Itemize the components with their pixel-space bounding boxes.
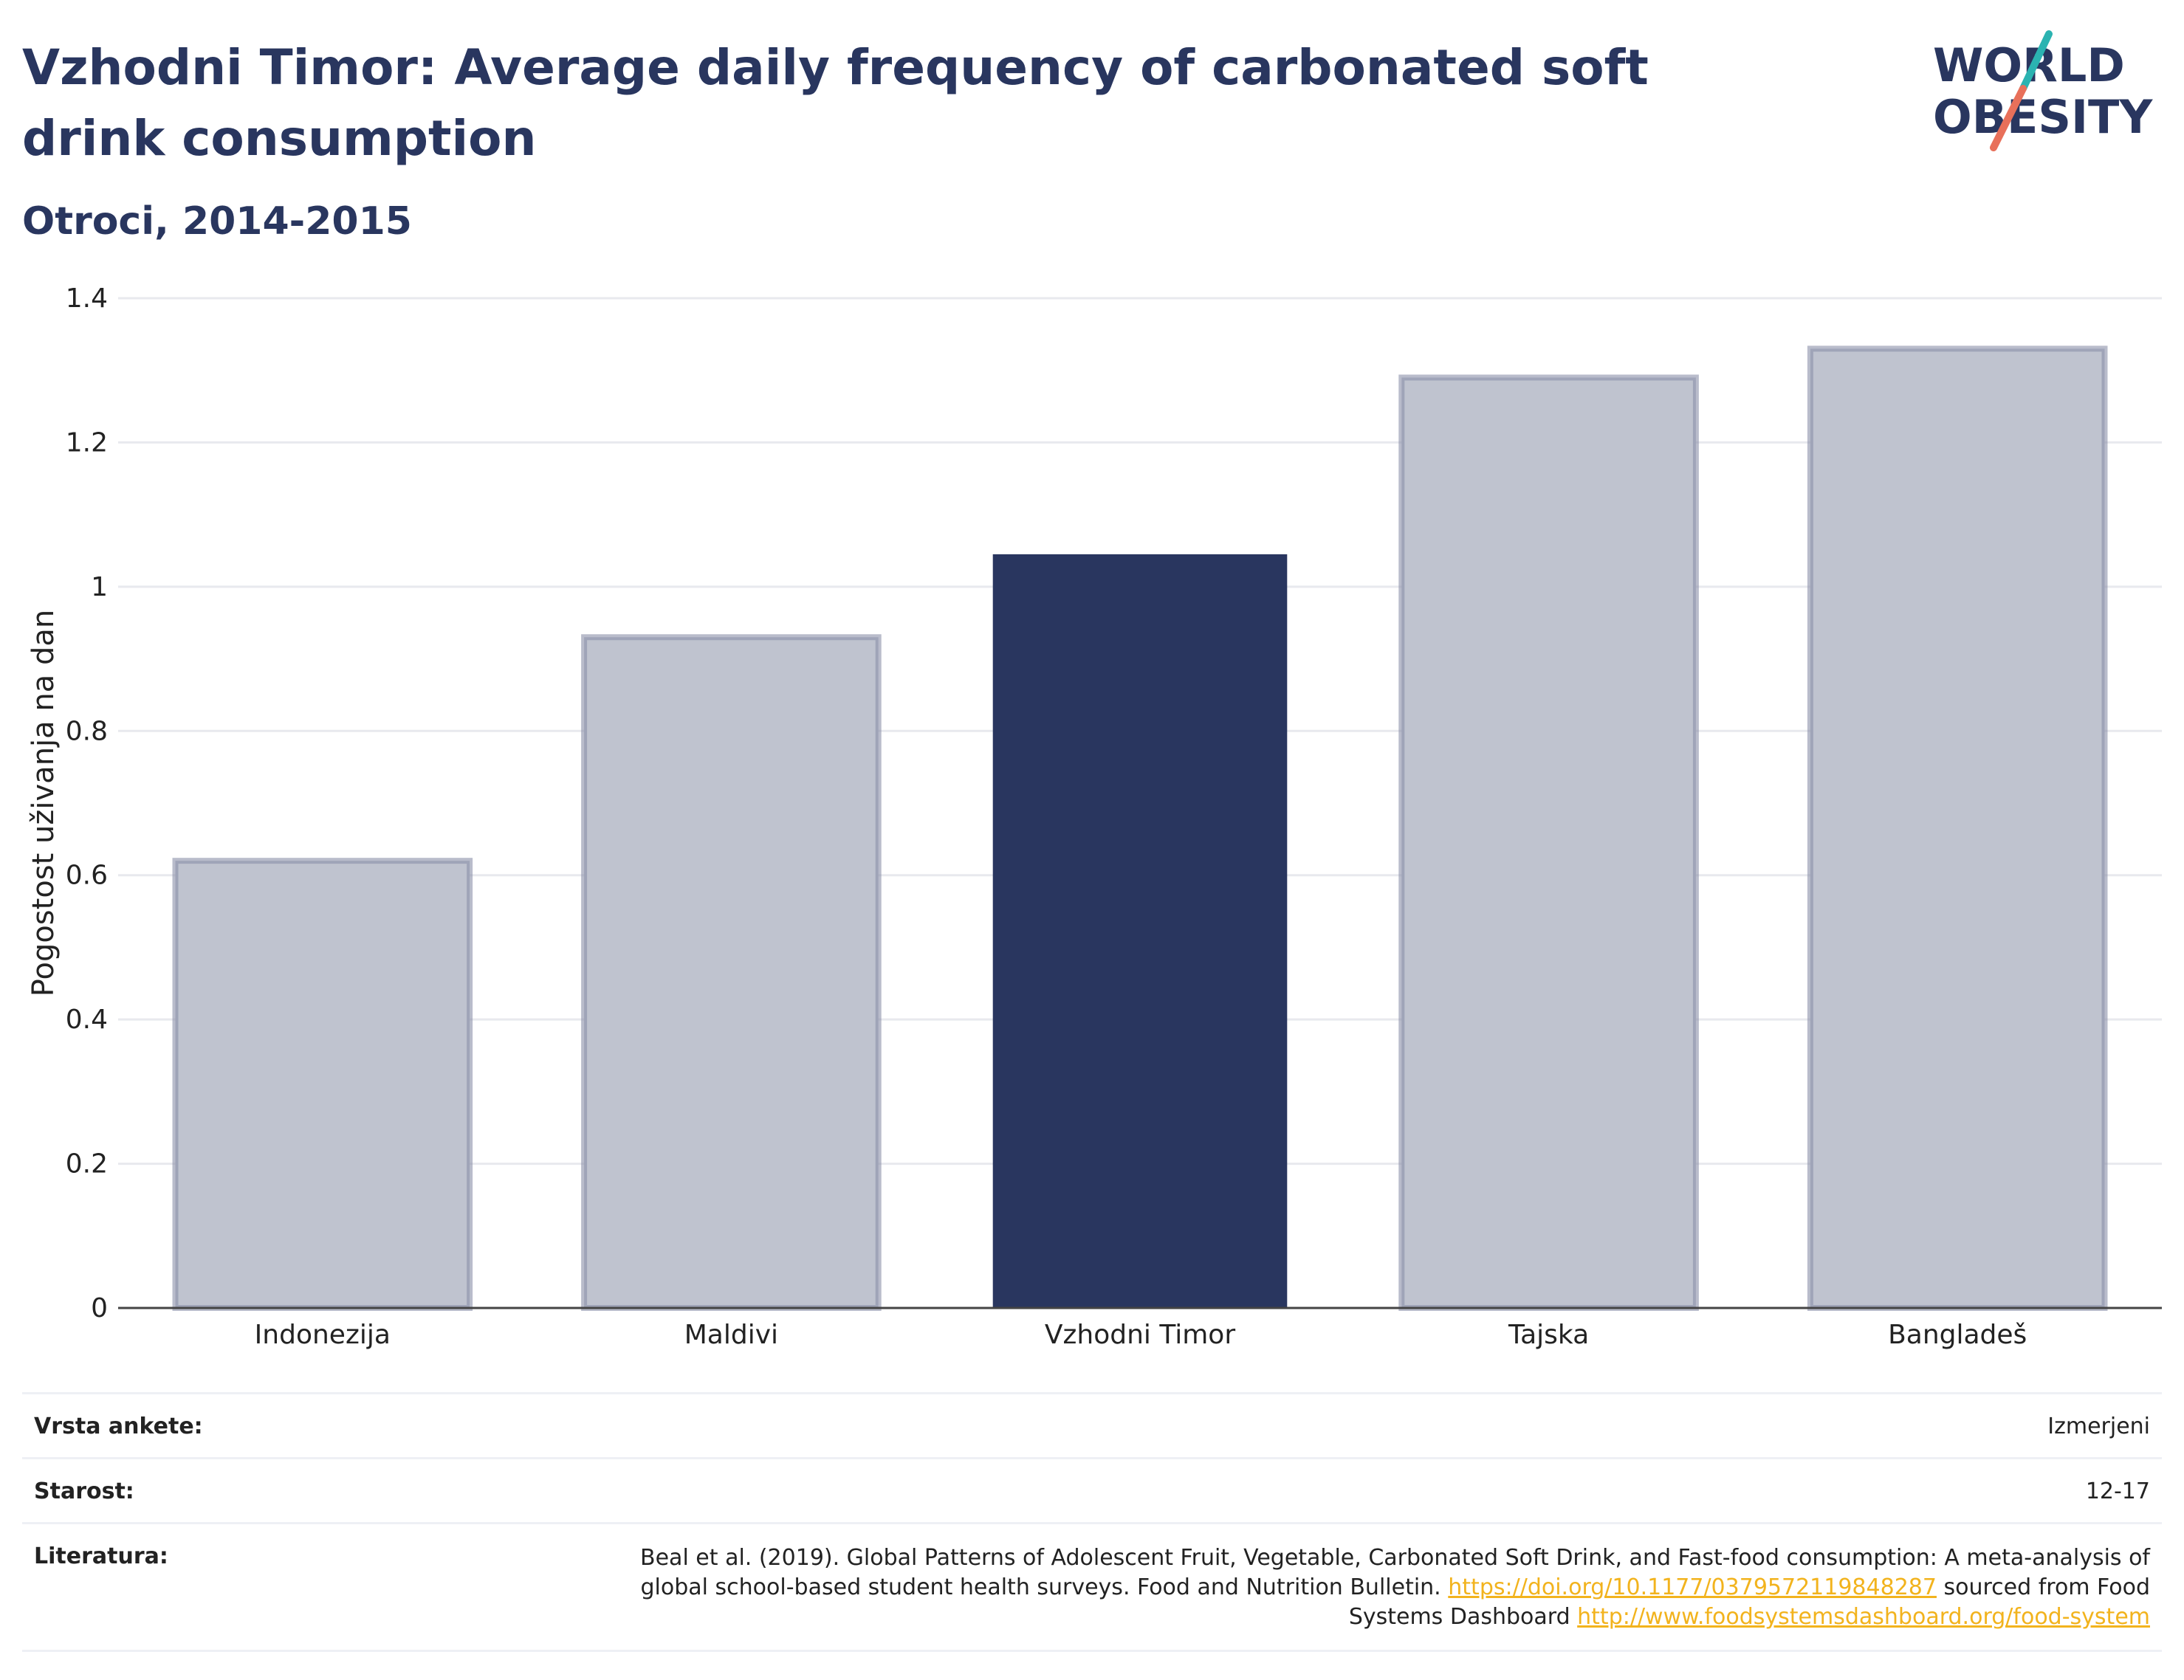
reference-row: Literatura: Beal et al. (2019). Global P… bbox=[22, 1522, 2162, 1652]
bar-chart: 0 0.2 0.4 0.6 0.8 1 1.2 1.4 Indonezija Maldivi Vz… bbox=[27, 283, 2162, 1350]
age-value: 12-17 bbox=[2085, 1478, 2150, 1504]
reference-source: sourced from Food Systems Dashboard bbox=[1348, 1574, 2150, 1630]
survey-type-value: Izmerjeni bbox=[2047, 1414, 2150, 1439]
bar-indonezija bbox=[172, 858, 473, 1311]
logo-line2: OBESITY bbox=[1933, 90, 2153, 144]
info-table: Vrsta ankete: Izmerjeni Starost: 12-17 L… bbox=[22, 1392, 2162, 1652]
y-tick-label: 1 bbox=[91, 572, 108, 602]
reference-citation: Beal et al. (2019). Global Patterns of A… bbox=[640, 1545, 2150, 1600]
y-tick-label: 0.2 bbox=[66, 1149, 108, 1180]
y-axis-title: Pogostost uživanja na dan bbox=[27, 610, 61, 996]
age-row: Starost: 12-17 bbox=[22, 1457, 2162, 1522]
x-tick-label: Bangladeš bbox=[1888, 1320, 2027, 1350]
chart-title: Vzhodni Timor: Average daily frequency o… bbox=[22, 39, 1649, 167]
x-tick-label: Tajska bbox=[1508, 1320, 1589, 1350]
bar-tajska bbox=[1398, 374, 1699, 1311]
x-tick-label: Maldivi bbox=[684, 1320, 778, 1350]
reference-label: Literatura: bbox=[34, 1543, 168, 1569]
y-tick-label: 0.8 bbox=[66, 716, 108, 746]
x-tick-label: Vzhodni Timor bbox=[1045, 1320, 1235, 1350]
reference-text: Beal et al. (2019). Global Patterns of A… bbox=[600, 1543, 2162, 1632]
bar-bangladeš bbox=[1807, 345, 2108, 1311]
survey-type-label: Vrsta ankete: bbox=[34, 1414, 203, 1439]
x-tick-label: Indonezija bbox=[255, 1320, 391, 1350]
y-tick-label: 0.4 bbox=[66, 1005, 108, 1035]
survey-type-row: Vrsta ankete: Izmerjeni bbox=[22, 1392, 2162, 1457]
y-tick-label: 0.6 bbox=[66, 861, 108, 891]
y-tick-label: 1.2 bbox=[66, 427, 108, 458]
bar-maldivi bbox=[581, 634, 882, 1311]
chart-subtitle: Otroci, 2014-2015 bbox=[22, 199, 412, 244]
world-obesity-logo: WORLD OBESITY bbox=[1920, 30, 2171, 162]
bar-vzhodni-timor bbox=[992, 554, 1288, 1308]
y-tick-label: 0 bbox=[91, 1293, 108, 1323]
age-label: Starost: bbox=[34, 1478, 134, 1504]
doi-link[interactable]: https://doi.org/10.1177/0379572119848287 bbox=[1448, 1574, 1937, 1600]
dashboard-link[interactable]: http://www.foodsystemsdashboard.org/food… bbox=[1577, 1604, 2150, 1630]
y-tick-label: 1.4 bbox=[66, 283, 108, 314]
